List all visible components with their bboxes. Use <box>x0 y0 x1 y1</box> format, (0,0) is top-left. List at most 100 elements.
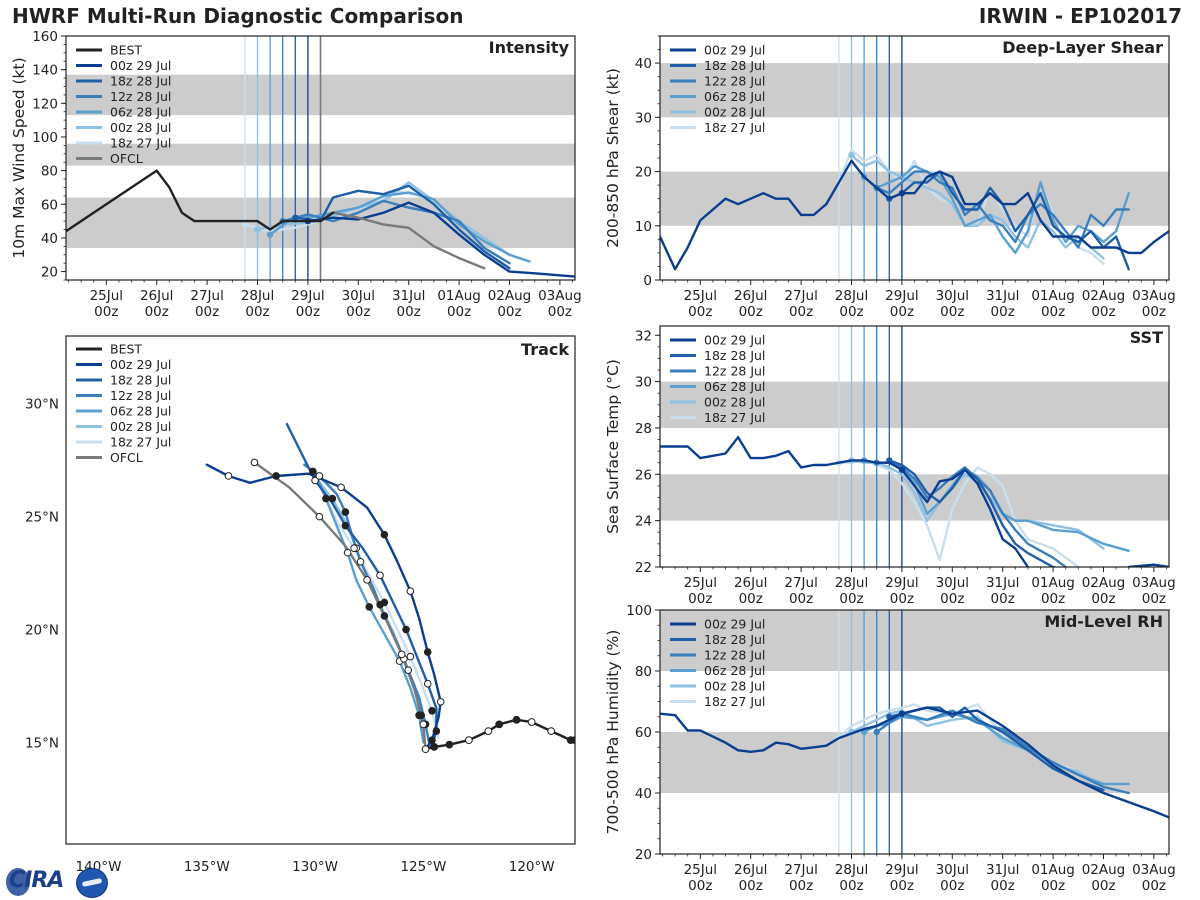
track-point <box>341 521 350 530</box>
panel-title: SST <box>1130 328 1163 347</box>
series-line <box>281 199 511 265</box>
y-tick-label: 40 <box>635 786 652 802</box>
track-point <box>404 666 413 674</box>
track-point <box>380 612 389 620</box>
x-tick-label: 01Aug <box>1031 288 1075 304</box>
x-tick-label: 31Jul <box>986 575 1019 591</box>
x-tick-label: 00z <box>397 304 421 320</box>
series-line <box>900 706 1169 819</box>
x-tick-label: 30Jul <box>936 862 969 878</box>
series-line <box>900 468 1169 567</box>
y-tick-label: 28 <box>635 421 652 437</box>
track-point <box>421 745 430 754</box>
panel-title: Track <box>521 340 569 359</box>
x-tick-label: 00z <box>839 304 863 320</box>
legend-label: 18z 28 Jul <box>704 348 765 363</box>
panel-title: Intensity <box>489 38 570 57</box>
best-line <box>660 159 904 271</box>
series-line <box>900 170 1169 255</box>
panel-title: Mid-Level RH <box>1044 612 1163 631</box>
track-point <box>343 548 352 557</box>
plot-area <box>660 610 1169 854</box>
x-tick-label: 00z <box>688 304 712 320</box>
track-point <box>322 494 330 503</box>
series-start-point <box>873 728 880 736</box>
logo-disc <box>6 868 30 896</box>
legend-label: 18z 28 Jul <box>110 74 171 89</box>
legend-label: 00z 28 Jul <box>704 105 765 120</box>
x-tick-label: 00z <box>789 878 813 894</box>
x-tick-label: 00z <box>940 878 964 894</box>
series-start-point <box>266 231 274 238</box>
x-tick-label: 30Jul <box>936 575 969 591</box>
shade-band <box>660 381 1169 428</box>
y-tick-label: 100 <box>626 603 652 619</box>
legend-label: 18z 27 Jul <box>704 694 765 709</box>
plot-area <box>66 36 575 280</box>
series-line <box>850 154 1105 260</box>
x-tick-label: 01Aug <box>1031 862 1075 878</box>
x-tick-label: 26Jul <box>140 288 173 304</box>
y-tick-label: 60 <box>41 197 58 213</box>
x-tick-label: 03Aug <box>1132 862 1176 878</box>
y-axis-label: Sea Surface Temp (°C) <box>604 359 622 534</box>
y-tick-label: 10 <box>635 219 652 235</box>
legend-label: 00z 28 Jul <box>110 419 171 434</box>
x-tick-label: 00z <box>940 304 964 320</box>
y-axis-label: 200-850 hPa Shear (kt) <box>604 68 622 248</box>
x-tick-label: 31Jul <box>986 288 1019 304</box>
x-tick-label: 01Aug <box>437 288 481 304</box>
series-start-point <box>241 221 249 228</box>
x-tick-label: 00z <box>1091 591 1115 607</box>
y-tick-label: 15°N <box>25 735 59 751</box>
x-tick-label: 03Aug <box>1132 575 1176 591</box>
x-tick-label: 00z <box>1142 591 1166 607</box>
x-tick-label: 120°W <box>509 859 555 875</box>
x-tick-label: 00z <box>688 591 712 607</box>
plot-area <box>660 326 1169 567</box>
legend-label: 12z 28 Jul <box>110 388 171 403</box>
track-point <box>350 544 358 553</box>
y-tick-label: 100 <box>32 130 58 146</box>
best-line <box>66 169 335 233</box>
x-tick-label: 31Jul <box>986 862 1019 878</box>
track-point <box>417 711 426 720</box>
track-point <box>406 587 415 595</box>
x-tick-label: 25Jul <box>90 288 123 304</box>
y-tick-label: 60 <box>635 725 652 741</box>
legend-label: 18z 28 Jul <box>110 373 171 388</box>
series-line <box>888 170 1130 271</box>
legend-label: 18z 28 Jul <box>704 58 765 73</box>
axes-frame <box>65 335 576 845</box>
x-tick-label: 29Jul <box>885 288 918 304</box>
shade-band <box>660 63 1169 118</box>
y-tick-label: 140 <box>32 63 58 79</box>
track-line <box>303 463 432 749</box>
track-point <box>337 483 345 492</box>
y-tick-label: 24 <box>635 514 652 530</box>
track-line <box>285 422 438 746</box>
x-tick-label: 00z <box>839 591 863 607</box>
shade-band <box>660 474 1169 521</box>
x-tick-label: 29Jul <box>291 288 324 304</box>
y-tick-label: 26 <box>635 467 652 483</box>
x-tick-label: 00z <box>739 878 763 894</box>
y-tick-label: 40 <box>41 231 58 247</box>
track-point <box>376 571 384 580</box>
x-tick-label: 02Aug <box>1082 288 1126 304</box>
track-point <box>315 512 324 521</box>
series-line <box>306 201 575 278</box>
x-tick-label: 00z <box>739 591 763 607</box>
legend-label: 12z 28 Jul <box>704 364 765 379</box>
series-line <box>888 459 1060 567</box>
y-tick-label: 20°N <box>25 623 59 639</box>
panel-track: 140°W 135°W 130°W 125°W 120°W15°N20°N25°N30°… <box>25 335 576 875</box>
x-tick-label: 26Jul <box>734 288 767 304</box>
legend-label: 00z 29 Jul <box>704 333 765 348</box>
y-tick-label: 20 <box>41 265 58 281</box>
y-tick-label: 20 <box>635 847 652 863</box>
legend-label: 18z 27 Jul <box>704 410 765 425</box>
y-tick-label: 160 <box>32 29 58 45</box>
track-line <box>311 470 440 740</box>
track-point <box>495 720 504 729</box>
